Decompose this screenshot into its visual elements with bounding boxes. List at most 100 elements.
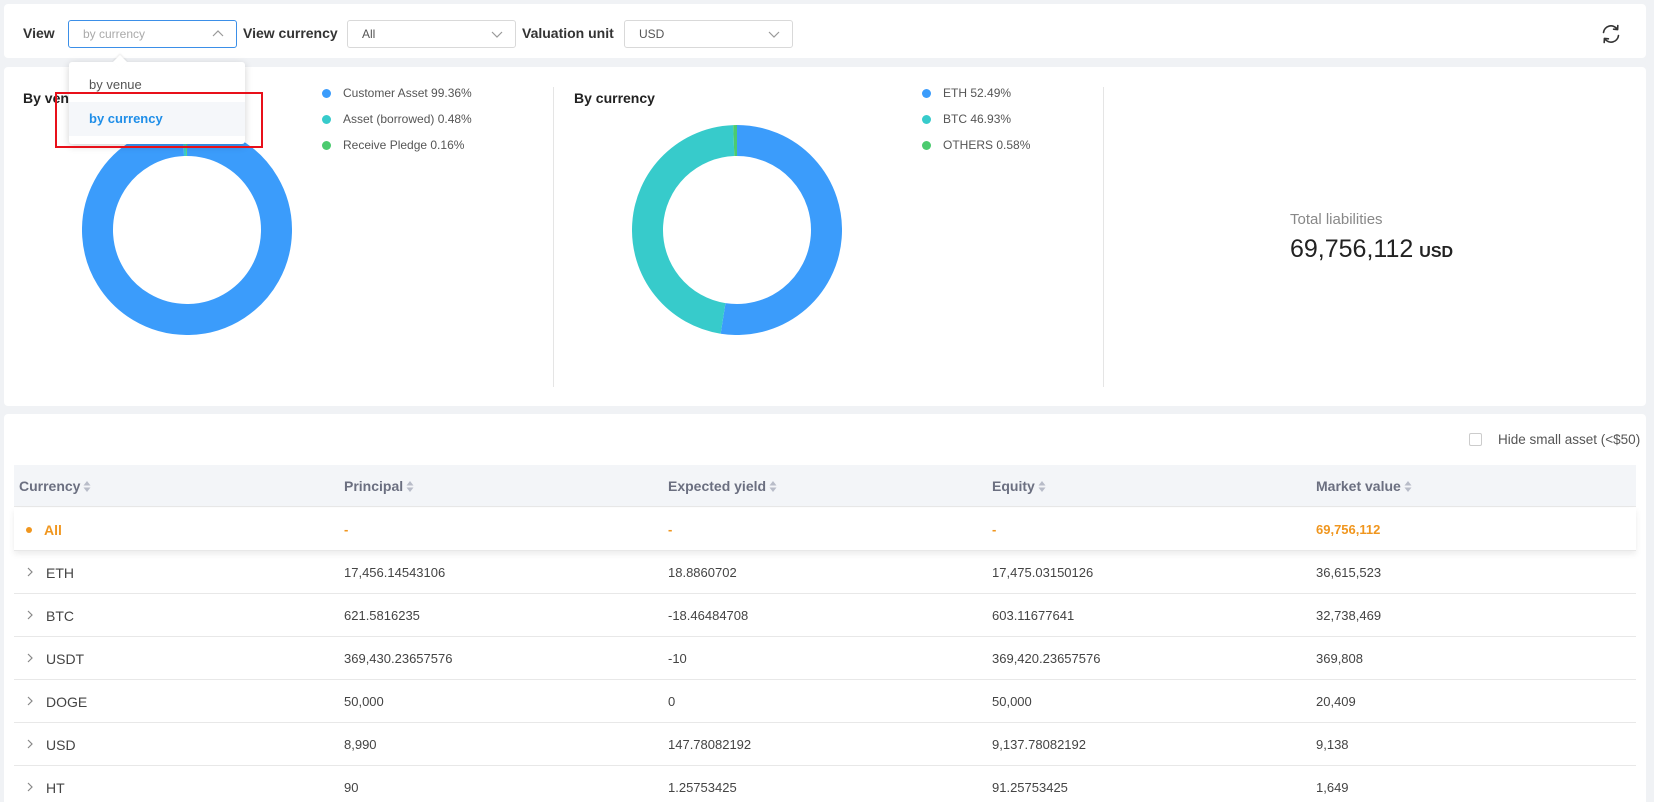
table-row[interactable]: ETH 17,456.14543106 18.8860702 17,475.03150… [14, 551, 1636, 594]
chevron-right-icon[interactable] [24, 695, 36, 707]
cell-equity: - [992, 522, 997, 537]
legend-label: Customer Asset 99.36% [343, 86, 472, 100]
cell-equity: 50,000 [992, 694, 1032, 709]
legend-label: ETH 52.49% [943, 86, 1012, 100]
cell-expected-yield: 18.8860702 [668, 565, 737, 580]
cell-equity: 91.25753425 [992, 780, 1068, 795]
valuation-unit-value: USD [639, 27, 665, 41]
cell-equity: 369,420.23657576 [992, 651, 1101, 666]
cell-principal: 90 [344, 780, 359, 795]
total-amount: 69,756,112 [1290, 235, 1414, 263]
cell-currency: BTC [46, 608, 74, 624]
cell-principal: - [344, 522, 349, 537]
column-header-currency[interactable]: Currency [19, 478, 91, 494]
legend-item[interactable]: BTC 46.93% [922, 111, 1030, 137]
hide-small-asset-checkbox[interactable] [1469, 433, 1482, 446]
panel-divider [1103, 87, 1104, 387]
column-header-label: Expected yield [668, 478, 767, 494]
cell-expected-yield: 0 [668, 694, 676, 709]
table-row-all[interactable]: All - - - 69,756,112 [14, 508, 1636, 551]
dropdown-option-by-venue[interactable]: by venue [89, 77, 142, 92]
chevron-right-icon[interactable] [24, 738, 36, 750]
view-select[interactable]: by currency [68, 20, 237, 48]
column-header-market-value[interactable]: Market value [1316, 478, 1412, 494]
cell-equity: 603.11677641 [992, 608, 1075, 623]
table-header: Currency Principal Expected yield Equity… [14, 465, 1636, 507]
chevron-right-icon[interactable] [24, 652, 36, 664]
chevron-up-icon [212, 30, 224, 37]
cell-market-value: 36,615,523 [1316, 565, 1382, 580]
sort-icon[interactable] [83, 480, 91, 493]
chevron-right-icon[interactable] [24, 781, 36, 793]
annotation-highlight-box [55, 92, 263, 148]
legend-item[interactable]: Customer Asset 99.36% [322, 85, 472, 111]
table-row[interactable]: BTC 621.5816235 -18.46484708 603.11677641 32… [14, 594, 1636, 637]
view-dropdown-menu: by venue by currency [69, 54, 245, 144]
table-row[interactable]: USD 8,990 147.78082192 9,137.78082192 9,138 [14, 723, 1636, 766]
donut-slice-eth[interactable] [720, 125, 842, 335]
cell-currency: HT [46, 780, 65, 796]
cell-expected-yield: - [668, 522, 673, 537]
cell-market-value: 32,738,469 [1316, 608, 1382, 623]
view-select-value: by currency [83, 27, 146, 41]
legend-label: Asset (borrowed) 0.48% [343, 112, 472, 126]
bullet-icon [26, 527, 32, 533]
cell-principal: 17,456.14543106 [344, 565, 446, 580]
legend-label: Receive Pledge 0.16% [343, 138, 465, 152]
column-header-principal[interactable]: Principal [344, 478, 414, 494]
cell-market-value: 9,138 [1316, 737, 1349, 752]
column-header-equity[interactable]: Equity [992, 478, 1046, 494]
cell-currency: DOGE [46, 694, 88, 710]
cell-principal: 50,000 [344, 694, 384, 709]
legend-item[interactable]: Receive Pledge 0.16% [322, 137, 472, 163]
valuation-unit-label: Valuation unit [522, 25, 614, 41]
view-currency-value: All [362, 27, 376, 41]
legend-label: BTC 46.93% [943, 112, 1012, 126]
by-currency-title: By currency [574, 90, 655, 106]
chevron-down-icon [491, 31, 503, 38]
sort-icon[interactable] [1038, 480, 1046, 493]
legend-label: OTHERS 0.58% [943, 138, 1031, 152]
refresh-icon[interactable] [1598, 21, 1624, 47]
sort-icon[interactable] [1404, 480, 1412, 493]
cell-expected-yield: 1.25753425 [668, 780, 737, 795]
cell-principal: 8,990 [344, 737, 377, 752]
cell-expected-yield: -18.46484708 [668, 608, 749, 623]
cell-currency: USDT [46, 651, 85, 667]
cell-principal: 621.5816235 [344, 608, 420, 623]
by-venue-legend: Customer Asset 99.36% Asset (borrowed) 0… [322, 85, 472, 163]
cell-equity: 9,137.78082192 [992, 737, 1086, 752]
legend-dot [322, 115, 331, 124]
total-unit: USD [1419, 244, 1454, 261]
chevron-down-icon [768, 31, 780, 38]
hide-small-asset-label: Hide small asset (<$50) [1498, 432, 1641, 447]
cell-equity: 17,475.03150126 [992, 565, 1094, 580]
cell-market-value: 20,409 [1316, 694, 1356, 709]
dropdown-option-by-currency[interactable]: by currency [69, 102, 245, 136]
table-row[interactable]: USDT 369,430.23657576 -10 369,420.23657576 3… [14, 637, 1636, 680]
column-header-label: Equity [992, 478, 1035, 494]
view-currency-label: View currency [243, 25, 338, 41]
column-header-expected-yield[interactable]: Expected yield [668, 478, 777, 494]
column-header-label: Principal [344, 478, 404, 494]
donut-slice-btc[interactable] [632, 125, 735, 334]
chevron-right-icon[interactable] [24, 609, 36, 621]
total-liabilities-label: Total liabilities [1290, 211, 1383, 228]
view-currency-select[interactable]: All [347, 20, 516, 48]
legend-item[interactable]: OTHERS 0.58% [922, 137, 1030, 163]
table-row[interactable]: DOGE 50,000 0 50,000 20,409 [14, 680, 1636, 723]
hide-small-asset-toggle[interactable]: Hide small asset (<$50) [1469, 432, 1640, 447]
column-header-label: Currency [19, 478, 81, 494]
valuation-unit-select[interactable]: USD [624, 20, 793, 48]
legend-item[interactable]: Asset (borrowed) 0.48% [322, 111, 472, 137]
sort-icon[interactable] [769, 480, 777, 493]
cell-market-value: 69,756,112 [1316, 522, 1381, 537]
table-row[interactable]: HT 90 1.25753425 91.25753425 1,649 [14, 766, 1636, 802]
sort-icon[interactable] [406, 480, 414, 493]
chevron-right-icon[interactable] [24, 566, 36, 578]
cell-market-value: 369,808 [1316, 651, 1363, 666]
donut-slice-customer-asset[interactable] [82, 125, 292, 335]
legend-dot [322, 141, 331, 150]
legend-item[interactable]: ETH 52.49% [922, 85, 1030, 111]
filter-toolbar: View by currency View currency All Valua… [4, 4, 1646, 58]
